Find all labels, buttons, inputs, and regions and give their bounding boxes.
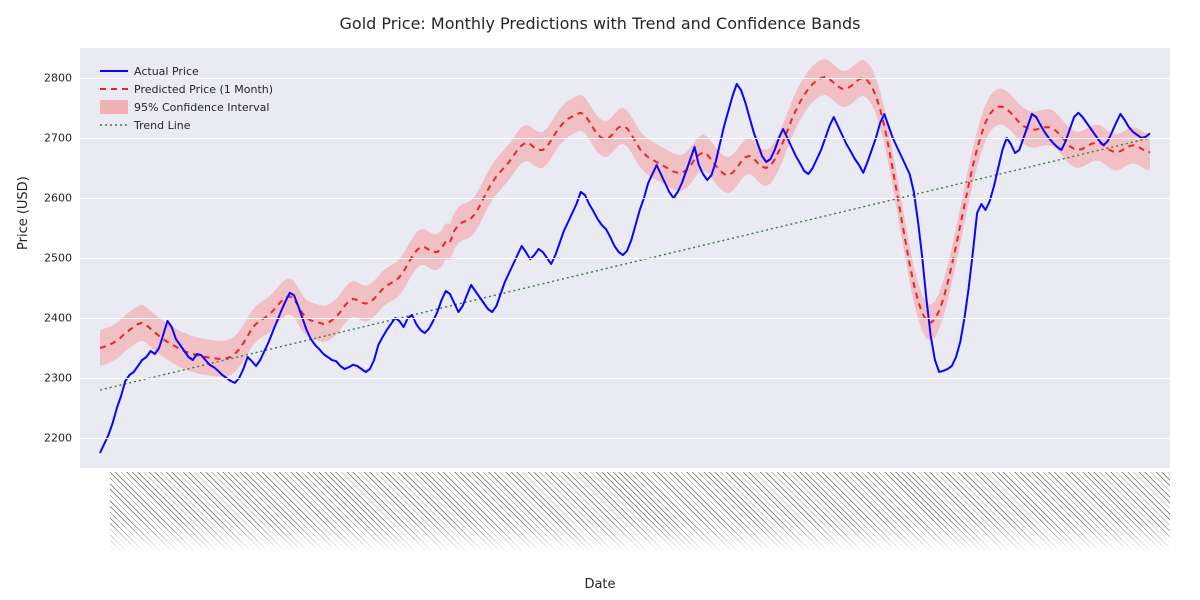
- legend-swatch: [100, 82, 128, 96]
- y-tick-label: 2800: [44, 72, 72, 85]
- legend-item: 95% Confidence Interval: [100, 98, 273, 116]
- gridline: [80, 198, 1170, 199]
- y-tick-label: 2500: [44, 252, 72, 265]
- legend-label: 95% Confidence Interval: [134, 101, 269, 114]
- legend-swatch: [100, 118, 128, 132]
- figure: Gold Price: Monthly Predictions with Tre…: [0, 0, 1200, 600]
- legend-swatch: [100, 100, 128, 114]
- gridline: [80, 138, 1170, 139]
- x-axis-label: Date: [0, 577, 1200, 592]
- gridline: [80, 78, 1170, 79]
- legend-label: Predicted Price (1 Month): [134, 83, 273, 96]
- y-axis-label: Price (USD): [16, 176, 31, 250]
- gridline: [80, 258, 1170, 259]
- y-tick-label: 2600: [44, 192, 72, 205]
- gridline: [80, 438, 1170, 439]
- chart-title: Gold Price: Monthly Predictions with Tre…: [0, 14, 1200, 33]
- legend: Actual Price Predicted Price (1 Month) 95%…: [92, 56, 283, 140]
- x-tick-label-block: [110, 468, 1170, 568]
- legend-label: Actual Price: [134, 65, 199, 78]
- legend-swatch: [100, 64, 128, 78]
- y-tick-label: 2200: [44, 432, 72, 445]
- y-tick-label: 2700: [44, 132, 72, 145]
- gridline: [80, 318, 1170, 319]
- y-tick-label: 2400: [44, 312, 72, 325]
- trend-line: [100, 138, 1150, 390]
- legend-item: Trend Line: [100, 116, 273, 134]
- y-tick-label: 2300: [44, 372, 72, 385]
- x-tick-overlapping-labels: [110, 472, 1170, 552]
- legend-label: Trend Line: [134, 119, 191, 132]
- gridline: [80, 378, 1170, 379]
- plot-area: Actual Price Predicted Price (1 Month) 95%…: [80, 48, 1170, 468]
- legend-item: Predicted Price (1 Month): [100, 80, 273, 98]
